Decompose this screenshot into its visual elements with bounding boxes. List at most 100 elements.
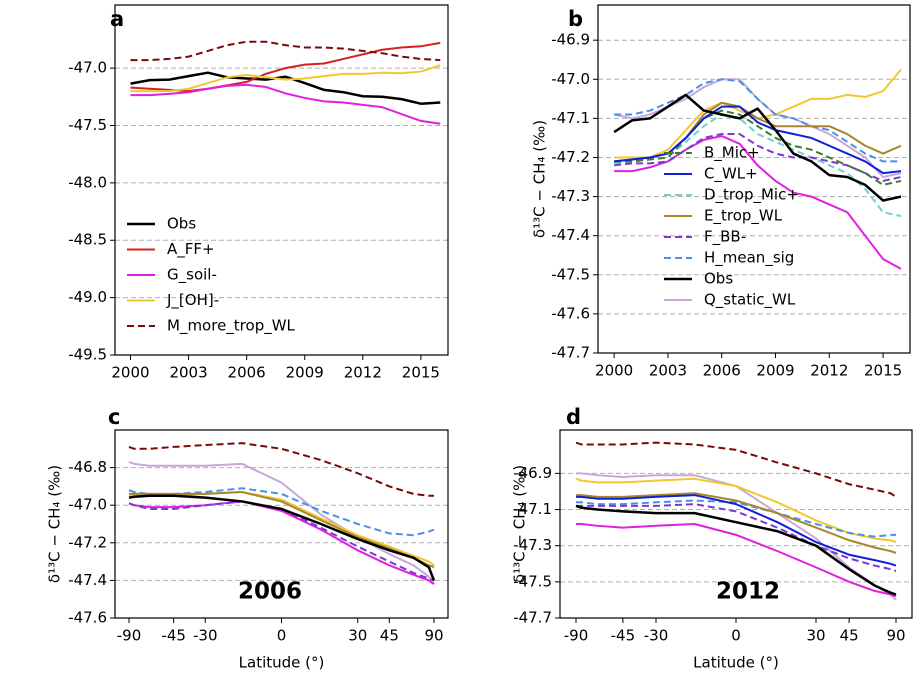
x-tick-label: 2012 [810, 362, 848, 380]
y-tick-label: -47.0 [68, 59, 107, 77]
series-line [130, 41, 441, 93]
series-line [576, 503, 897, 572]
x-axis-label: Latitude (°) [693, 654, 779, 672]
annotation: 2012 [716, 579, 780, 605]
y-tick-label: -47.1 [551, 109, 590, 127]
axes-frame [114, 429, 449, 619]
panel-label: d [566, 405, 581, 429]
x-tick-label: 2012 [344, 364, 382, 382]
panel: -47.6 -47.4 -47.2 -47.0 -46.8 -90 -45 -30 0 30 45 9… [46, 405, 449, 672]
series-line [128, 500, 435, 582]
panel-label: a [110, 7, 124, 31]
y-tick-label: -49.5 [68, 346, 107, 364]
x-tick-label: 2015 [402, 364, 440, 382]
series-line [614, 109, 902, 186]
series-line [613, 78, 902, 179]
y-tick-label: -47.7 [551, 344, 590, 362]
y-tick-label: -47.5 [551, 265, 590, 283]
x-tick-label: 0 [731, 627, 741, 645]
y-tick-label: -47.5 [68, 116, 107, 134]
y-tick-label: -48.0 [68, 173, 107, 191]
x-tick-label: 2003 [649, 362, 687, 380]
x-tick-label: -30 [193, 627, 218, 645]
axes-frame [559, 429, 913, 619]
x-tick-label: 2009 [756, 362, 794, 380]
y-tick-label: -46.9 [551, 31, 590, 49]
series-line [613, 93, 902, 202]
x-axis-label: Latitude (°) [239, 654, 325, 672]
x-tick-label: 0 [277, 627, 287, 645]
legend-label: Q_static_WL [704, 291, 796, 310]
x-tick-label: 2009 [286, 364, 324, 382]
y-tick-label: -49.0 [68, 288, 107, 306]
y-tick-label: -47.0 [551, 70, 590, 88]
legend-label: B_Mic+ [704, 144, 760, 163]
x-tick-label: 2015 [864, 362, 902, 380]
y-tick-label: -47.1 [513, 500, 552, 518]
y-tick-label: -47.5 [513, 572, 552, 590]
axes-frame [114, 4, 449, 356]
panel: -47.7 -47.5 -47.3 -47.1 -46.9 -90 -45 -30 0 30 45 9… [511, 405, 913, 672]
series-line [614, 133, 902, 182]
legend-label: C_WL+ [704, 165, 758, 184]
x-tick-label: -90 [117, 627, 142, 645]
panel: -49.5 -49.0 -48.5 -48.0 -47.5 -47.0 2000 2003 20… [68, 4, 449, 382]
y-tick-label: -47.2 [68, 533, 107, 551]
x-tick-label: 2006 [703, 362, 741, 380]
legend-label: G_soil- [167, 266, 217, 285]
axes-frame [597, 4, 911, 354]
legend-label: E_trop_WL [704, 207, 783, 226]
y-tick-label: -46.9 [513, 464, 552, 482]
legend-label: J_[OH]- [166, 291, 219, 310]
y-axis-label: δ¹³C − CH₄ (‰) [46, 465, 64, 583]
series-line [130, 40, 441, 62]
series-line [128, 494, 436, 581]
y-axis-label: δ¹³C − CH₄ (‰) [531, 120, 549, 238]
y-tick-label: -47.3 [551, 187, 590, 205]
y-tick-label: -47.4 [68, 571, 107, 589]
annotation: 2006 [238, 579, 302, 605]
x-tick-label: -45 [611, 627, 636, 645]
series-line [576, 492, 897, 554]
lines [128, 442, 436, 585]
series-line [614, 134, 902, 270]
legend-label: A_FF+ [167, 240, 215, 259]
y-axis-label: δ¹³C − CH₄ (‰) [511, 465, 529, 583]
x-tick-label: 30 [806, 627, 825, 645]
series-line [129, 491, 435, 569]
legend-label: Obs [167, 215, 196, 233]
y-tick-label: -47.3 [513, 536, 552, 554]
x-tick-label: 2003 [169, 364, 207, 382]
series-line [575, 477, 897, 544]
series-line [614, 105, 902, 175]
panel: -47.7 -47.6 -47.5 -47.4 -47.3 -47.2 -47.1 -47.0… [531, 4, 911, 380]
x-tick-label: -30 [644, 627, 669, 645]
series-line [576, 494, 897, 567]
series-line [128, 487, 435, 537]
series-line [575, 504, 897, 596]
series-line [576, 499, 896, 538]
legend-label: Obs [704, 270, 733, 288]
lines [613, 68, 902, 270]
y-tick-label: -47.6 [68, 609, 107, 627]
lines [130, 40, 441, 125]
series-line [130, 64, 441, 93]
x-tick-label: 90 [886, 627, 905, 645]
x-tick-label: 45 [380, 627, 399, 645]
legend-label: D_trop_Mic+ [704, 186, 799, 205]
x-tick-label: 45 [840, 627, 859, 645]
series-line [130, 71, 441, 105]
legend-label: H_mean_sig [704, 249, 794, 268]
panel-label: c [108, 405, 120, 429]
series-line [614, 78, 902, 163]
x-tick-label: -45 [161, 627, 186, 645]
y-tick-label: -46.8 [68, 458, 107, 476]
y-tick-label: -47.2 [551, 148, 590, 166]
y-tick-label: -47.0 [68, 496, 107, 514]
x-tick-label: 2006 [228, 364, 266, 382]
x-tick-label: 90 [424, 627, 443, 645]
x-tick-label: 2000 [595, 362, 633, 380]
x-tick-label: 30 [348, 627, 367, 645]
